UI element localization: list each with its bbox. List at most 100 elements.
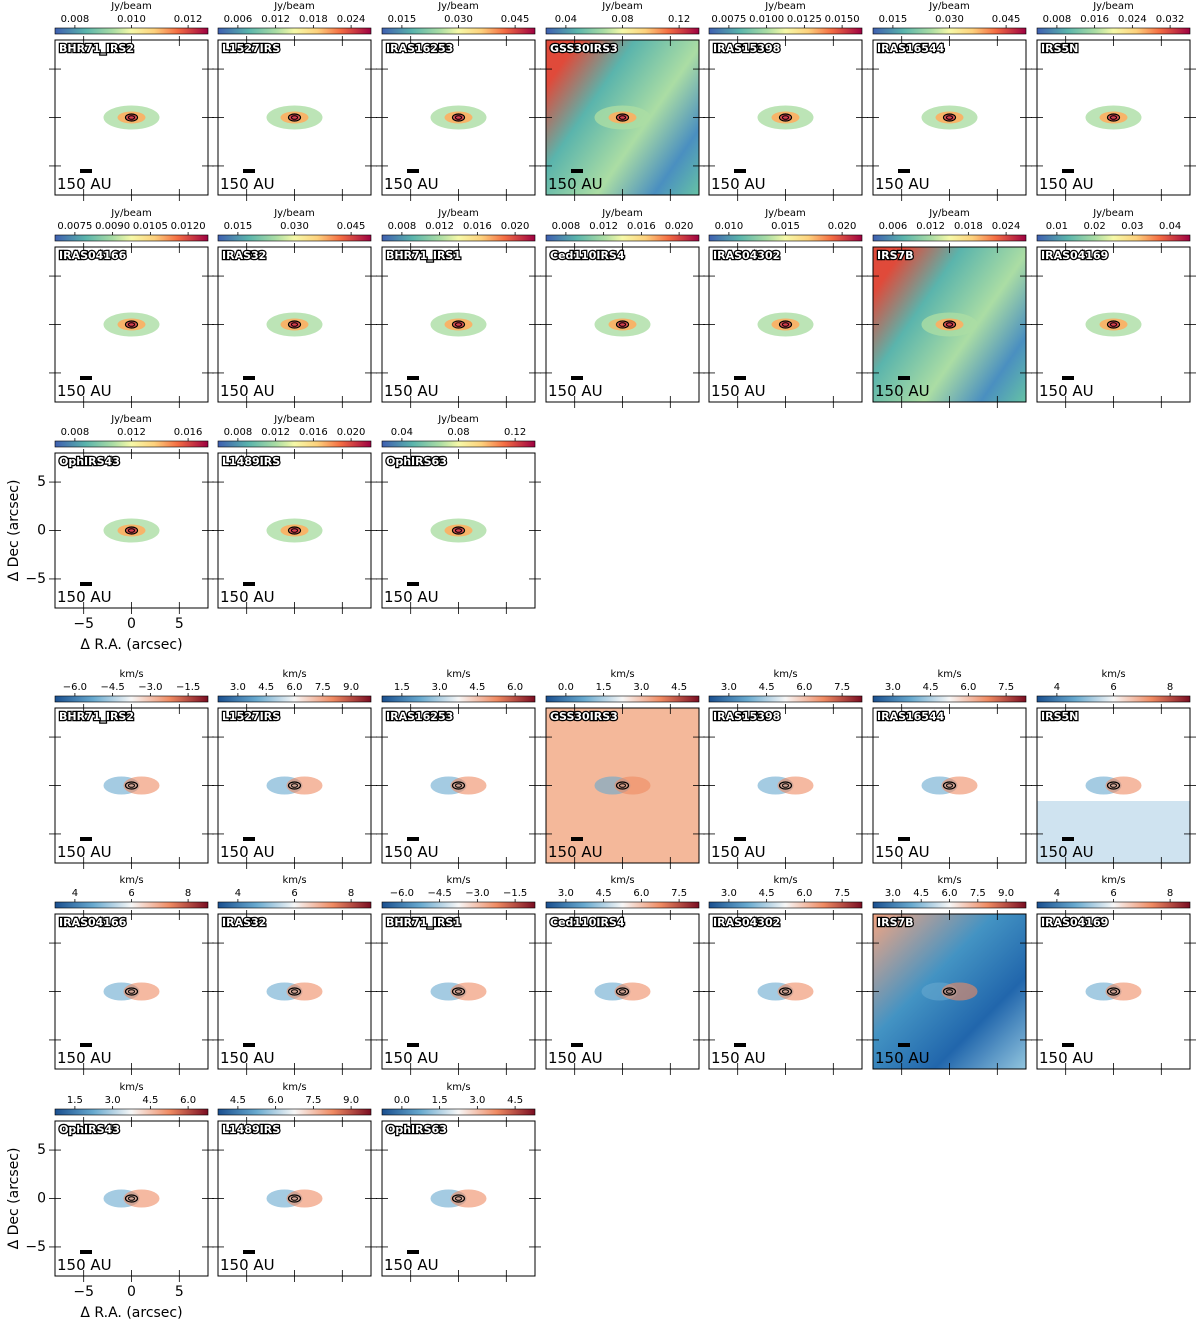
colorbar-tick-label: 6.0 [180, 1095, 196, 1106]
scale-label: 150 AU [57, 175, 112, 193]
contour [1110, 322, 1117, 327]
colorbar-tick-label: 6.0 [507, 682, 523, 693]
scale-bar [407, 582, 419, 586]
colorbar-tick-label: 0.015 [771, 221, 800, 232]
colorbar-tick-label: 4.5 [759, 888, 775, 899]
colorbar-tick-label: 3.0 [885, 888, 901, 899]
colorbar-unit: Jy/beam [110, 1, 152, 12]
contour [124, 113, 139, 122]
scale-label: 150 AU [548, 175, 603, 193]
velocity-red [286, 776, 323, 795]
scale-bar [407, 837, 419, 841]
source-name: IRAS04169 [1041, 916, 1108, 929]
colorbar-tick-label: 0.0120 [171, 221, 206, 232]
source-name: IRS7B [877, 916, 914, 929]
source-name: BHR71_IRS1 [386, 916, 461, 929]
source-name: GSS30IRS3 [550, 710, 618, 723]
colorbar-tick-label: −1.5 [503, 888, 527, 899]
colorbar-tick-label: 0.016 [627, 221, 656, 232]
colorbar-tick-label: 6.0 [796, 682, 812, 693]
source-name: Ced110IRS4 [550, 916, 625, 929]
source-name: IRS5N [1041, 710, 1078, 723]
colorbar-tick-label: −4.5 [427, 888, 451, 899]
velocity-red [1105, 982, 1142, 1001]
colorbar-tick-label: 0.0075 [57, 221, 92, 232]
contour [455, 115, 462, 120]
contour [287, 781, 302, 790]
colorbar-tick-label: 7.5 [970, 888, 986, 899]
scale-label: 150 AU [384, 588, 439, 606]
colorbar-tick-label: 0.018 [954, 221, 983, 232]
colorbar-unit: km/s [610, 875, 634, 886]
scale-bar [1062, 376, 1074, 380]
x-tick-label: 5 [175, 616, 184, 632]
colorbar-tick-label: 0.024 [337, 14, 366, 25]
contour [778, 987, 793, 996]
colorbar-tick-label: 0.045 [992, 14, 1021, 25]
colorbar-tick-label: 0.0075 [711, 14, 746, 25]
velocity-red [614, 982, 651, 1001]
colorbar [1036, 27, 1191, 35]
contour [451, 1194, 466, 1203]
contour [287, 987, 302, 996]
colorbar-tick-label: 0.0090 [95, 221, 130, 232]
contour [291, 322, 298, 327]
colorbar-unit: Jy/beam [273, 1, 315, 12]
colorbar-tick-label: 4.5 [759, 682, 775, 693]
y-tick-label: 5 [37, 1142, 46, 1158]
contour [287, 113, 302, 122]
colorbar-tick-label: 6 [291, 888, 297, 899]
contour [782, 783, 789, 788]
scale-label: 150 AU [384, 175, 439, 193]
colorbar-tick-label: 0.012 [261, 427, 290, 438]
scale-label: 150 AU [875, 1049, 930, 1067]
colorbar-tick-label: 3.0 [885, 682, 901, 693]
velocity-red [777, 776, 814, 795]
source-name: IRAS16253 [386, 42, 453, 55]
colorbar [54, 695, 209, 703]
colorbar-tick-label: 0.008 [552, 221, 581, 232]
contour [124, 781, 139, 790]
colorbar [217, 234, 372, 242]
colorbar-tick-label: 0.010 [117, 14, 146, 25]
colorbar-unit: km/s [937, 669, 961, 680]
contour [1106, 113, 1121, 122]
scale-label: 150 AU [711, 382, 766, 400]
contour [455, 1196, 462, 1201]
contour [291, 783, 298, 788]
contour [455, 322, 462, 327]
colorbar-tick-label: 7.5 [315, 682, 331, 693]
colorbar-tick-label: 0.008 [61, 14, 90, 25]
colorbar [708, 901, 863, 909]
colorbar-tick-label: 3.0 [105, 1095, 121, 1106]
scale-label: 150 AU [57, 382, 112, 400]
colorbar-tick-label: 4.5 [671, 682, 687, 693]
scale-bar [898, 837, 910, 841]
x-tick-label: 0 [127, 1284, 136, 1300]
colorbar [545, 27, 700, 35]
velocity-red [286, 1189, 323, 1208]
x-tick-label: 5 [175, 1284, 184, 1300]
colorbar-tick-label: 0.015 [224, 221, 253, 232]
source-name: IRAS16544 [877, 710, 945, 723]
colorbar-tick-label: 4 [1054, 888, 1060, 899]
source-name: IRAS32 [222, 249, 266, 262]
scale-bar [407, 1250, 419, 1254]
source-name: IRAS16253 [386, 710, 453, 723]
velocity-red [614, 776, 651, 795]
velocity-red [123, 776, 160, 795]
colorbar [217, 440, 372, 448]
velocity-red [450, 982, 487, 1001]
source-name: IRAS16544 [877, 42, 945, 55]
colorbar-tick-label: 0.024 [1118, 14, 1147, 25]
colorbar-tick-label: −4.5 [100, 682, 124, 693]
colorbar-tick-label: 0.012 [589, 221, 618, 232]
colorbar-tick-label: 8 [185, 888, 191, 899]
contour [615, 987, 630, 996]
colorbar-tick-label: 7.5 [671, 888, 687, 899]
x-tick-label: −5 [73, 1284, 94, 1300]
colorbar [708, 27, 863, 35]
scale-label: 150 AU [1039, 843, 1094, 861]
colorbar-tick-label: 0.016 [174, 427, 203, 438]
contour [778, 320, 793, 329]
